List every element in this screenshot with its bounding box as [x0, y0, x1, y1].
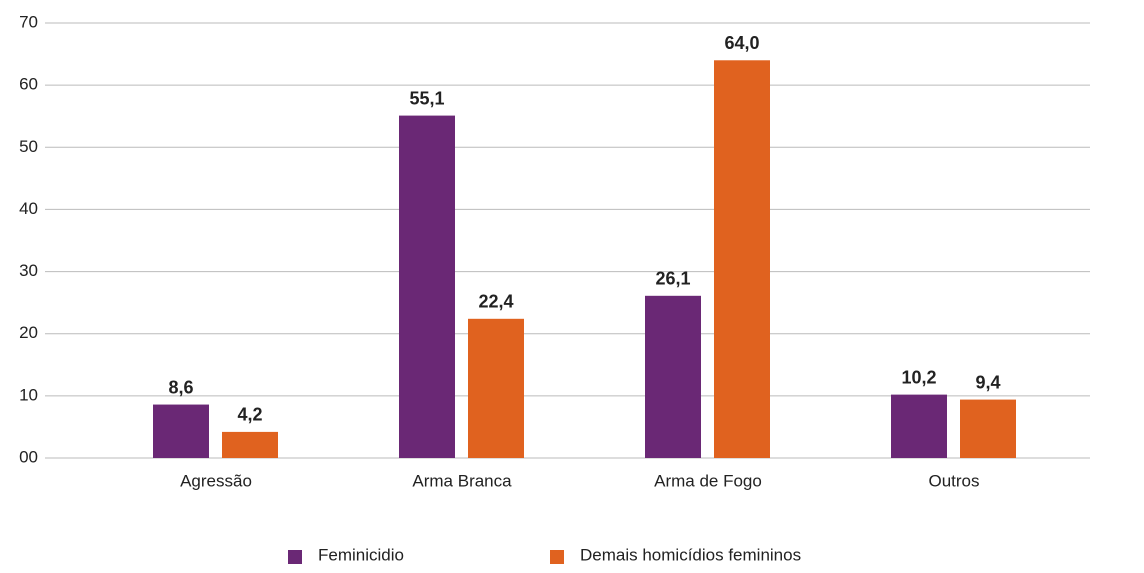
data-label: 26,1 — [655, 269, 690, 289]
bar — [468, 318, 524, 458]
x-tick-label: Arma de Fogo — [654, 471, 762, 490]
data-label: 4,2 — [237, 405, 262, 425]
data-label: 22,4 — [478, 292, 513, 312]
bar — [960, 399, 1016, 458]
legend-label: Demais homicídios femininos — [580, 545, 801, 564]
data-label: 8,6 — [168, 377, 193, 397]
data-label: 10,2 — [901, 367, 936, 387]
data-label: 64,0 — [724, 33, 759, 53]
bar — [399, 115, 455, 458]
bar — [222, 431, 278, 458]
bar — [153, 404, 209, 458]
data-label: 55,1 — [409, 88, 444, 108]
x-tick-label: Agressão — [180, 471, 252, 490]
bar — [645, 295, 701, 458]
y-tick-label: 50 — [19, 137, 38, 156]
legend-label: Feminicidio — [318, 545, 404, 564]
legend-swatch — [550, 550, 564, 564]
y-tick-label: 60 — [19, 75, 38, 94]
y-tick-label: 40 — [19, 199, 38, 218]
y-tick-label: 30 — [19, 261, 38, 280]
y-tick-label: 00 — [19, 447, 38, 466]
y-tick-label: 10 — [19, 385, 38, 404]
bar — [891, 394, 947, 458]
y-tick-label: 20 — [19, 323, 38, 342]
x-tick-label: Arma Branca — [412, 471, 512, 490]
bar — [714, 60, 770, 459]
legend-swatch — [288, 550, 302, 564]
y-tick-label: 70 — [19, 12, 38, 31]
x-tick-label: Outros — [928, 471, 979, 490]
data-label: 9,4 — [975, 372, 1000, 392]
